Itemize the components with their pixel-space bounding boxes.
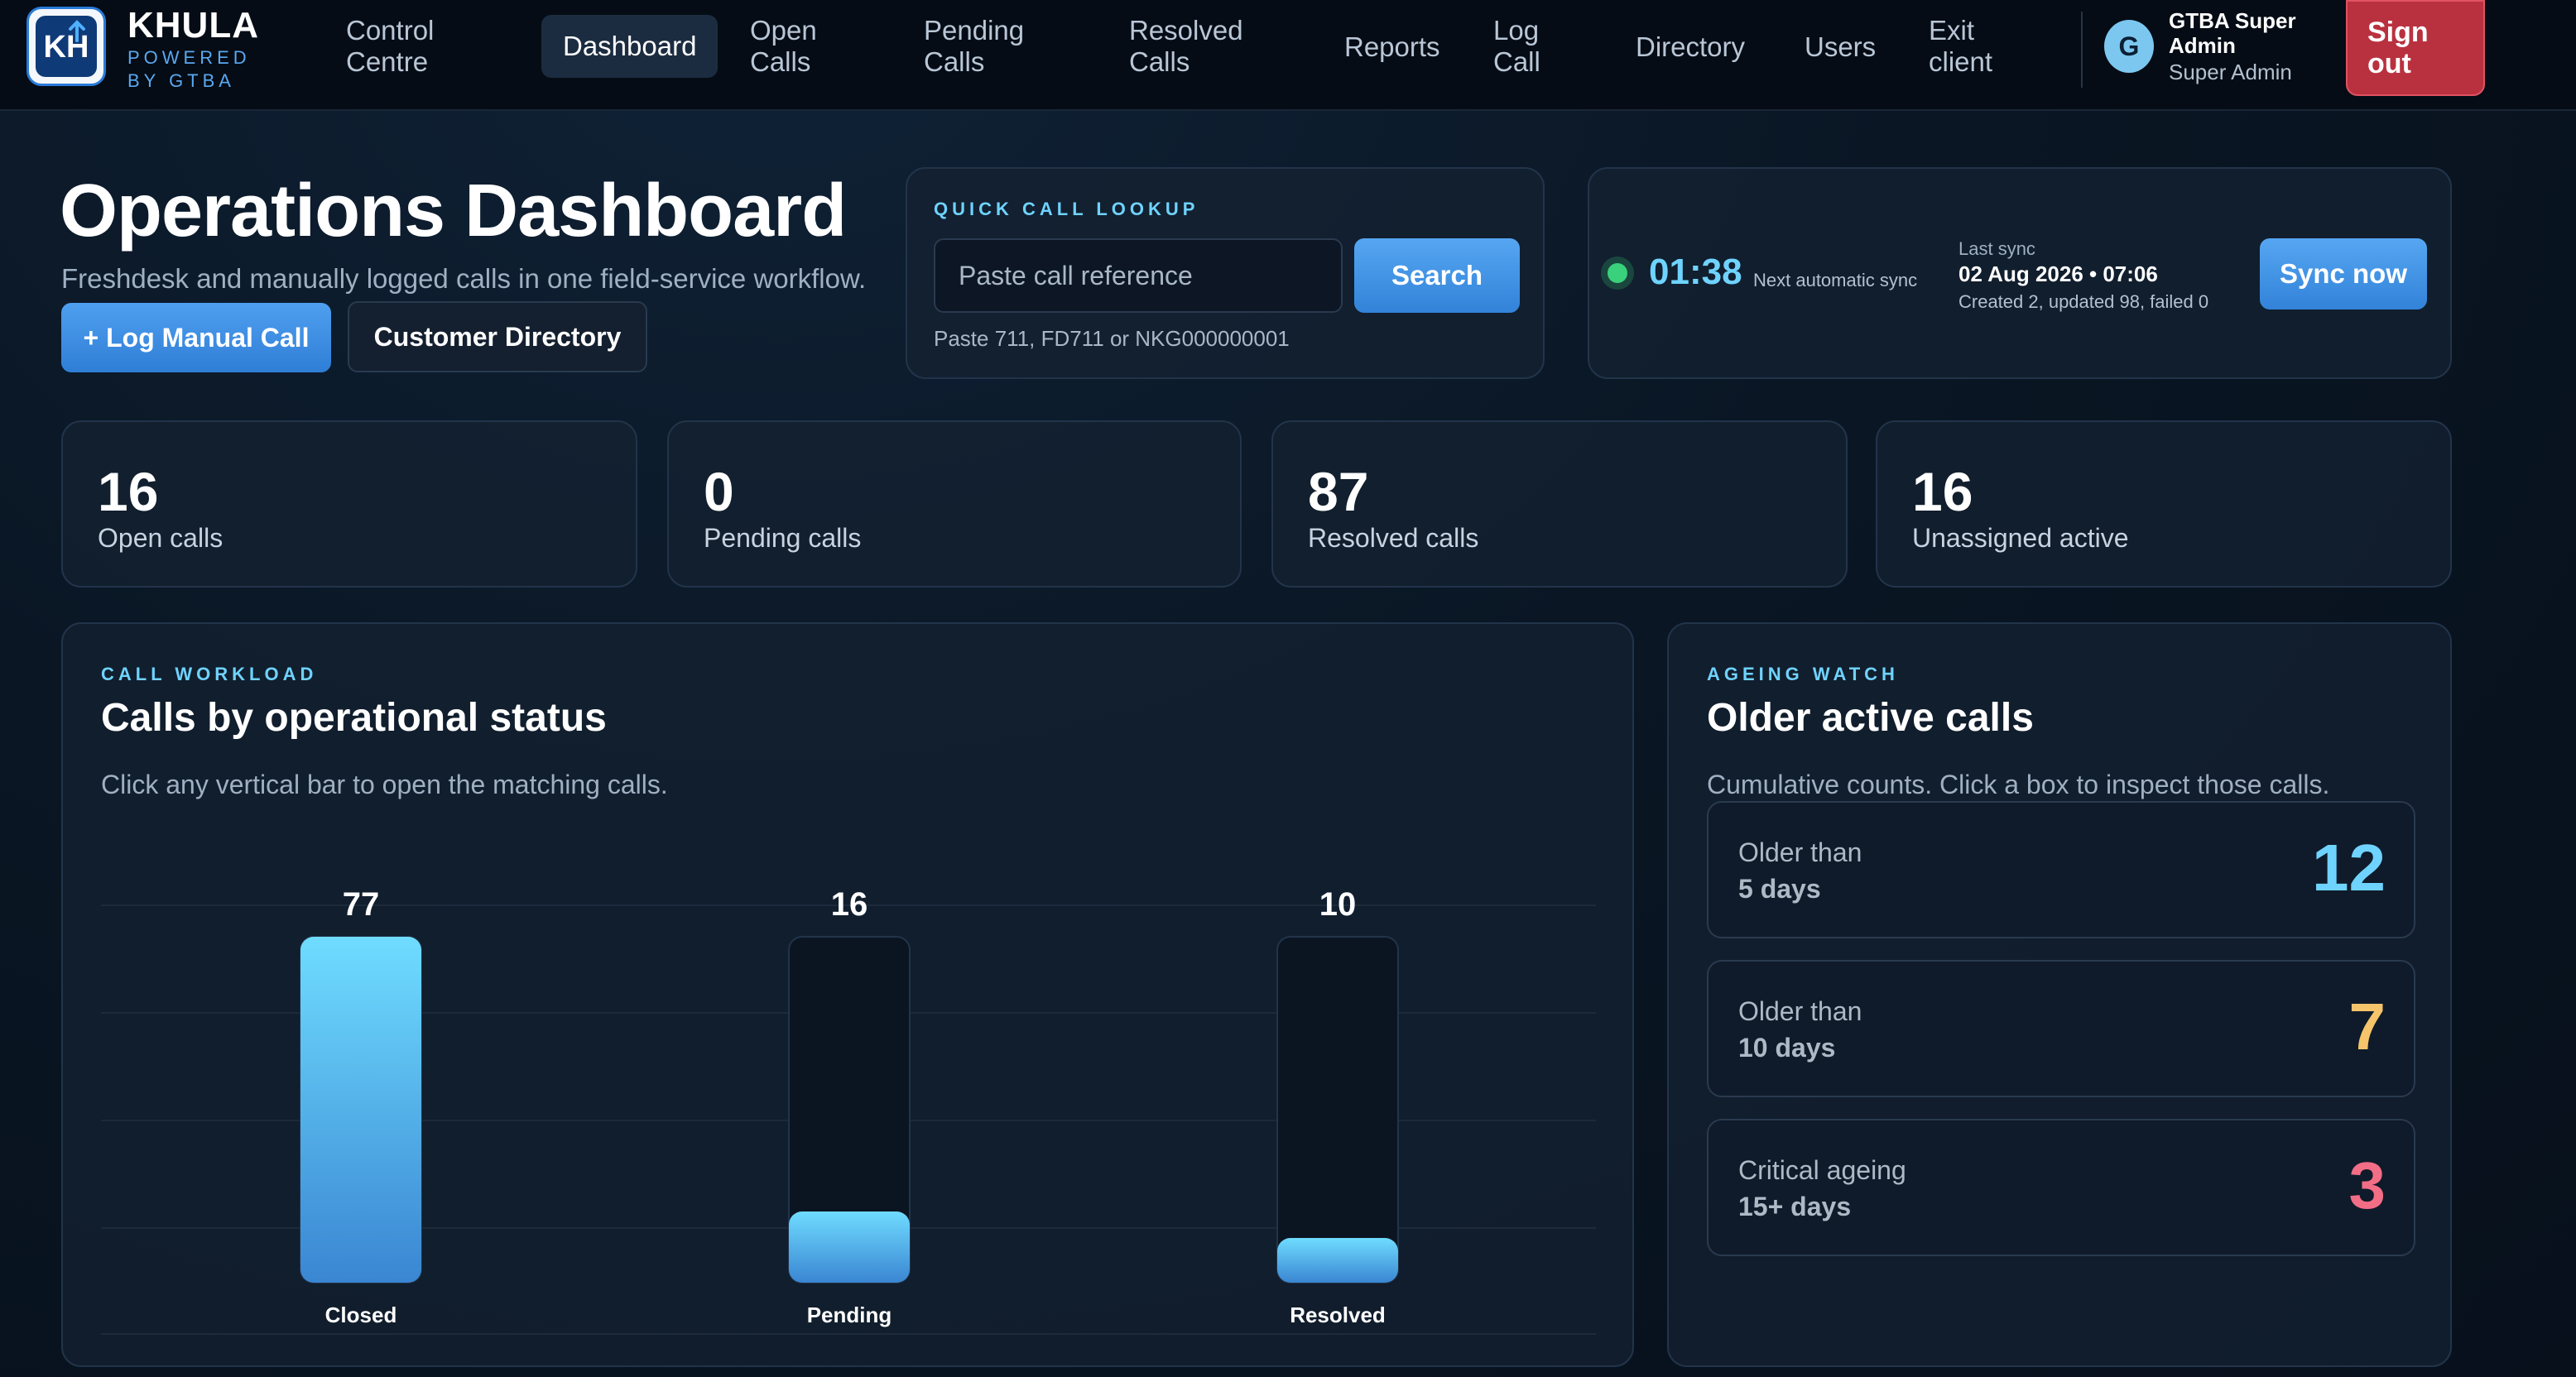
sign-out-label: Sign out — [2367, 17, 2429, 79]
nav-users[interactable]: Users — [1805, 31, 1877, 62]
bar-value-label: 16 — [831, 886, 868, 923]
logo-mark-icon: KH — [36, 16, 97, 77]
avatar[interactable]: G — [2104, 20, 2154, 73]
lookup-hint: Paste 711, FD711 or NKG000000001 — [934, 326, 1290, 351]
nav-resolved-calls[interactable]: Resolved Calls — [1129, 15, 1243, 77]
bar-track[interactable] — [1276, 936, 1399, 1283]
ageing-label-text: Critical ageing — [1738, 1155, 1906, 1185]
sync-card: 01:38 Next automatic sync Last sync 02 A… — [1588, 167, 2452, 379]
app-name: KHULA — [127, 5, 259, 46]
nav-dashboard[interactable]: Dashboard — [541, 15, 718, 78]
sync-detail: Created 2, updated 98, failed 0 — [1958, 291, 2209, 312]
sign-out-button[interactable]: Sign out — [2346, 0, 2485, 96]
stat-value: 87 — [1308, 461, 1369, 522]
chart-bars: 77 Closed 16 Pending 10 Resolved — [300, 886, 1399, 1327]
quick-lookup-card: QUICK CALL LOOKUP Paste call reference S… — [906, 167, 1545, 379]
ageing-label: Older than 10 days — [1738, 993, 1862, 1066]
app-tagline: POWERED BY GTBA — [127, 47, 251, 91]
bar-closed[interactable] — [300, 937, 421, 1283]
ageing-count: 7 — [2348, 990, 2386, 1063]
ageing-count: 3 — [2348, 1149, 2386, 1222]
workload-panel: CALL WORKLOAD Calls by operational statu… — [61, 622, 1634, 1367]
ageing-title: Older active calls — [1707, 696, 2034, 740]
nav-log-call[interactable]: Log Call — [1493, 15, 1540, 77]
stat-card-open[interactable]: 16 Open calls — [61, 420, 637, 588]
bar-value-label: 77 — [343, 886, 380, 923]
nav-pending-calls[interactable]: Pending Calls — [924, 15, 1025, 77]
bar-pending[interactable] — [789, 1211, 910, 1283]
page-title: Operations Dashboard — [60, 170, 847, 252]
bar-resolved[interactable] — [1277, 1238, 1398, 1283]
stat-value: 16 — [98, 461, 159, 522]
sync-now-button[interactable]: Sync now — [2260, 238, 2427, 309]
stat-label: Open calls — [98, 523, 223, 553]
ageing-count: 12 — [2312, 831, 2386, 904]
nav-exit-client[interactable]: Exit client — [1929, 15, 1993, 77]
ageing-panel: AGEING WATCH Older active calls Cumulati… — [1667, 622, 2452, 1367]
call-reference-input[interactable]: Paste call reference — [934, 238, 1343, 313]
bar-value-label: 10 — [1319, 886, 1357, 923]
nav-reports[interactable]: Reports — [1344, 31, 1440, 62]
nav-directory[interactable]: Directory — [1636, 31, 1746, 62]
nav-open-calls[interactable]: Open Calls — [750, 15, 817, 77]
workload-eyebrow: CALL WORKLOAD — [101, 664, 318, 684]
ageing-label-text: Older than — [1738, 837, 1862, 867]
stat-value: 0 — [704, 461, 734, 522]
top-nav: KH KHULA POWERED BY GTBA Control Centre … — [0, 0, 2576, 111]
user-name: GTBA Super Admin — [2169, 8, 2296, 58]
stat-card-resolved[interactable]: 87 Resolved calls — [1271, 420, 1848, 588]
stat-card-unassigned[interactable]: 16 Unassigned active — [1876, 420, 2452, 588]
stat-label: Pending calls — [704, 523, 862, 553]
workload-subtitle: Click any vertical bar to open the match… — [101, 770, 668, 799]
last-sync-time: 02 Aug 2026 • 07:06 — [1958, 261, 2158, 286]
ageing-label-text: Older than — [1738, 996, 1862, 1026]
sync-status-dot-icon — [1608, 263, 1627, 283]
sync-countdown: 01:38 — [1649, 252, 1742, 292]
search-button[interactable]: Search — [1354, 238, 1520, 313]
ageing-eyebrow: AGEING WATCH — [1707, 664, 1899, 684]
ageing-label: Critical ageing 15+ days — [1738, 1152, 1906, 1225]
last-sync-label: Last sync — [1958, 238, 2035, 259]
ageing-range: 10 days — [1738, 1033, 1836, 1063]
ageing-range: 5 days — [1738, 874, 1821, 904]
svg-text:KH: KH — [44, 30, 89, 65]
bar-category-label: Pending — [807, 1303, 892, 1327]
ageing-box-10-days[interactable]: Older than 10 days 7 — [1707, 960, 2415, 1097]
nav-control-centre[interactable]: Control Centre — [346, 15, 435, 77]
sync-next-label: Next automatic sync — [1753, 270, 1918, 290]
brand: KHULA POWERED BY GTBA — [127, 5, 285, 93]
bar-category-label: Closed — [325, 1303, 397, 1327]
status-bar-chart: 77 Closed 16 Pending 10 Resolved — [101, 886, 1596, 1335]
ageing-subtitle: Cumulative counts. Click a box to inspec… — [1707, 770, 2330, 799]
lookup-eyebrow: QUICK CALL LOOKUP — [934, 199, 1199, 219]
app-logo[interactable]: KH — [26, 7, 106, 86]
page-subtitle: Freshdesk and manually logged calls in o… — [61, 263, 867, 294]
bar-category-label: Resolved — [1290, 1303, 1386, 1327]
nav-divider — [2081, 12, 2083, 88]
stat-value: 16 — [1912, 461, 1973, 522]
stat-label: Resolved calls — [1308, 523, 1479, 553]
workload-title: Calls by operational status — [101, 696, 607, 740]
stat-card-pending[interactable]: 0 Pending calls — [667, 420, 1242, 588]
ageing-range: 15+ days — [1738, 1192, 1852, 1221]
stat-label: Unassigned active — [1912, 523, 2129, 553]
ageing-label: Older than 5 days — [1738, 834, 1862, 907]
ageing-box-5-days[interactable]: Older than 5 days 12 — [1707, 801, 2415, 938]
ageing-box-critical[interactable]: Critical ageing 15+ days 3 — [1707, 1119, 2415, 1256]
log-manual-call-button[interactable]: + Log Manual Call — [61, 303, 331, 372]
customer-directory-button[interactable]: Customer Directory — [348, 301, 647, 372]
user-role: Super Admin — [2169, 60, 2292, 84]
